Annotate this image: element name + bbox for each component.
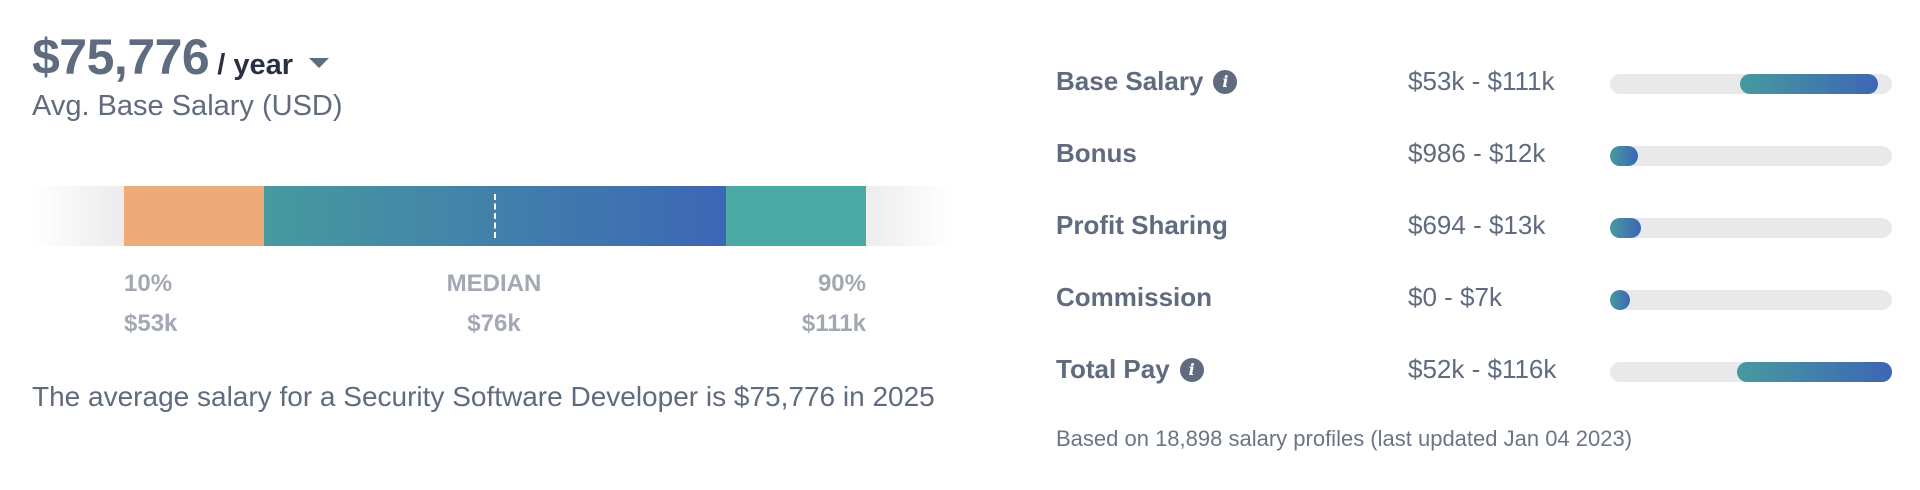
pay-range-track	[1610, 362, 1892, 382]
percentile-90-segment	[726, 186, 866, 246]
info-icon[interactable]: i	[1179, 357, 1204, 382]
pay-row-label-text: Profit Sharing	[1056, 210, 1228, 240]
pay-row-label-text: Base Salary	[1056, 66, 1204, 96]
pay-row-label: Commission	[1056, 282, 1212, 313]
pay-row-label: Total Pay i	[1056, 354, 1204, 385]
percentile-90-label: 90%	[817, 270, 866, 297]
average-salary-label: Avg. Base Salary (USD)	[32, 90, 343, 122]
pay-row-base-salary: Base Salary i $53k - $111k	[1056, 58, 1896, 130]
pay-period-selector[interactable]: / year	[217, 49, 294, 81]
pay-breakdown-list: Base Salary i $53k - $111k Bonus $986 - $12k…	[1056, 58, 1896, 418]
salary-summary-text: The average salary for a Security Softwa…	[32, 381, 935, 412]
pay-row-label: Bonus	[1056, 138, 1137, 169]
pay-row-bonus: Bonus $986 - $12k	[1056, 130, 1896, 202]
percentile-90-marker: 90% $111k	[802, 264, 866, 344]
percentile-10-marker: 10% $53k	[124, 264, 177, 344]
median-label: MEDIAN	[446, 270, 542, 297]
pay-row-range: $694 - $13k	[1408, 210, 1546, 240]
pay-row-commission: Commission $0 - $7k	[1056, 274, 1896, 346]
pay-row-label-text: Bonus	[1056, 138, 1137, 168]
pay-row-range: $0 - $7k	[1408, 282, 1502, 312]
pay-breakdown-panel: Base Salary i $53k - $111k Bonus $986 - $12k…	[1056, 58, 1896, 451]
pay-range-fill	[1610, 290, 1630, 310]
pay-row-label: Profit Sharing	[1056, 210, 1228, 241]
percentile-10-value: $53k	[124, 310, 178, 337]
info-icon[interactable]: i	[1213, 69, 1238, 94]
pay-row-label-text: Total Pay	[1056, 354, 1170, 384]
percentile-90-value: $111k	[801, 310, 866, 337]
percentile-10-segment	[124, 186, 264, 246]
pay-range-track	[1610, 146, 1892, 166]
pay-row-total-pay: Total Pay i $52k - $116k	[1056, 346, 1896, 418]
caret-down-icon[interactable]	[309, 58, 330, 68]
percentile-10-label: 10%	[124, 270, 173, 297]
data-source-note: Based on 18,898 salary profiles (last up…	[1056, 426, 1633, 451]
pay-row-range: $986 - $12k	[1408, 138, 1546, 168]
median-marker-line	[494, 194, 496, 238]
median-marker: MEDIAN $76k	[447, 264, 542, 344]
pay-range-fill	[1610, 146, 1639, 166]
pay-row-label: Base Salary i	[1056, 66, 1238, 97]
pay-row-label-text: Commission	[1056, 282, 1213, 312]
pay-row-range: $53k - $111k	[1408, 66, 1555, 96]
pay-range-track	[1610, 290, 1892, 310]
pay-range-fill	[1610, 218, 1642, 238]
pay-range-fill	[1739, 74, 1878, 94]
pay-range-track	[1610, 74, 1892, 94]
salary-summary-panel: $75,776 / year Avg. Base Salary (USD) 10…	[32, 28, 982, 412]
pay-range-fill	[1736, 362, 1892, 382]
salary-headline: $75,776 / year	[32, 28, 982, 86]
median-value: $76k	[467, 310, 521, 337]
pay-row-profit-sharing: Profit Sharing $694 - $13k	[1056, 202, 1896, 274]
pay-row-range: $52k - $116k	[1408, 354, 1557, 384]
average-salary-amount: $75,776	[32, 29, 210, 85]
pay-range-track	[1610, 218, 1892, 238]
salary-range-bar	[32, 186, 952, 246]
